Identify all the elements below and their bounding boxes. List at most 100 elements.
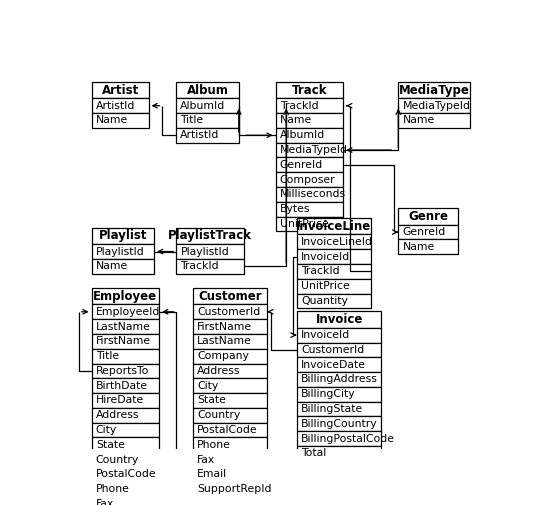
Text: BillingPostalCode: BillingPostalCode [301,434,395,443]
Text: PlaylistTrack: PlaylistTrack [168,229,252,242]
Text: City: City [197,381,218,391]
Bar [92,244,154,259]
Bar [399,98,470,113]
Text: Genre: Genre [408,210,448,223]
Bar [399,225,458,239]
Text: LastName: LastName [96,322,151,332]
Text: Playlist: Playlist [99,229,147,242]
Text: Milliseconds: Milliseconds [280,189,346,199]
Text: State: State [197,395,226,406]
Text: PostalCode: PostalCode [197,425,258,435]
Bar [276,98,343,113]
Bar [193,334,267,349]
Bar [92,423,159,437]
Text: ReportsTo: ReportsTo [96,366,149,376]
Text: Phone: Phone [197,440,231,450]
Bar [276,172,343,187]
Text: TrackId: TrackId [180,261,219,271]
Text: SupportRepId: SupportRepId [197,484,272,494]
Text: InvoiceId: InvoiceId [301,251,350,262]
Bar [176,244,244,259]
Text: ArtistId: ArtistId [180,130,219,140]
Text: AlbumId: AlbumId [180,100,225,111]
Text: TrackId: TrackId [301,266,340,276]
Bar [297,358,381,372]
Bar [92,437,159,452]
Bar [92,259,154,274]
Text: Total: Total [301,448,326,459]
Text: HireDate: HireDate [96,395,144,406]
Bar [193,423,267,437]
Text: Country: Country [197,410,241,420]
Bar [193,319,267,334]
Text: Name: Name [280,116,312,125]
Bar [193,378,267,393]
Bar [176,82,239,98]
Text: Name: Name [402,116,435,125]
Bar [92,408,159,423]
Text: Name: Name [402,242,435,252]
Bar [176,98,239,113]
Bar [297,446,381,461]
Text: City: City [96,425,117,435]
Bar [92,393,159,408]
Bar [193,305,267,319]
Text: GenreId: GenreId [280,160,323,170]
Text: Country: Country [96,454,139,465]
Bar [92,82,149,98]
Bar [92,364,159,378]
Bar [176,113,239,128]
Bar [193,482,267,496]
Bar [297,249,371,264]
Bar [297,417,381,431]
Bar [92,319,159,334]
Text: UnitPrice: UnitPrice [280,219,329,229]
Bar [193,452,267,467]
Bar [193,349,267,364]
Text: UnitPrice: UnitPrice [301,281,350,291]
Text: Address: Address [197,366,241,376]
Bar [92,113,149,128]
Bar [176,259,244,274]
Bar [92,452,159,467]
Text: CustomerId: CustomerId [197,307,260,317]
Bar [92,228,154,244]
Text: AlbumId: AlbumId [280,130,325,140]
Bar [297,293,371,308]
Text: Artist: Artist [102,84,139,96]
Text: ArtistId: ArtistId [96,100,135,111]
Bar [92,482,159,496]
Text: MediaTypeId: MediaTypeId [402,100,471,111]
Text: Name: Name [96,116,128,125]
Bar [297,218,371,234]
Bar [297,372,381,387]
Bar [297,279,371,293]
Text: PlaylistId: PlaylistId [180,246,229,257]
Bar [297,264,371,279]
Bar [297,401,381,417]
Text: BillingCountry: BillingCountry [301,419,378,429]
Text: Title: Title [96,351,119,361]
Bar [399,209,458,225]
Text: Employee: Employee [93,290,157,302]
Text: TrackId: TrackId [280,100,318,111]
Text: Composer: Composer [280,175,335,185]
Bar [276,217,343,231]
Text: State: State [96,440,124,450]
Bar [297,328,381,342]
Bar [399,82,470,98]
Text: LastName: LastName [197,336,252,346]
Text: GenreId: GenreId [402,227,446,237]
Bar [176,228,244,244]
Text: EmployeeId: EmployeeId [96,307,160,317]
Text: Invoice: Invoice [316,313,363,326]
Text: BillingAddress: BillingAddress [301,374,378,384]
Bar [92,496,159,505]
Bar [193,408,267,423]
Bar [276,128,343,142]
Text: Track: Track [292,84,327,96]
Text: Company: Company [197,351,249,361]
Bar [193,364,267,378]
Text: BirthDate: BirthDate [96,381,148,391]
Bar [276,158,343,172]
